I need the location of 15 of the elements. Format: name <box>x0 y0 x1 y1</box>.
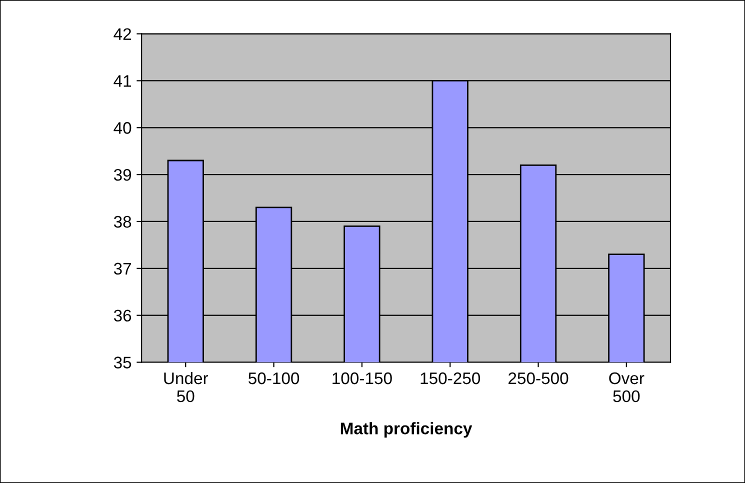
x-tick-label: Under 50 <box>164 372 208 402</box>
y-tick-label: 36 <box>114 310 132 322</box>
y-tick-label: 35 <box>114 356 132 368</box>
y-tick-label: 41 <box>114 75 132 87</box>
x-tick-label: 250-500 <box>508 372 568 384</box>
y-tick-label: 39 <box>114 168 132 181</box>
x-axis-title: Math proficiency <box>340 422 472 438</box>
y-tick-label: 40 <box>114 122 132 134</box>
y-tick-label: 37 <box>114 262 131 275</box>
y-tick-label: 38 <box>114 216 132 228</box>
x-tick-label: 100-150 <box>332 372 392 384</box>
x-tick-label: 50-100 <box>248 372 300 384</box>
x-tick-label: Over 500 <box>609 372 644 402</box>
x-tick-label: 150-250 <box>420 372 480 384</box>
y-tick-label: 42 <box>114 28 131 40</box>
